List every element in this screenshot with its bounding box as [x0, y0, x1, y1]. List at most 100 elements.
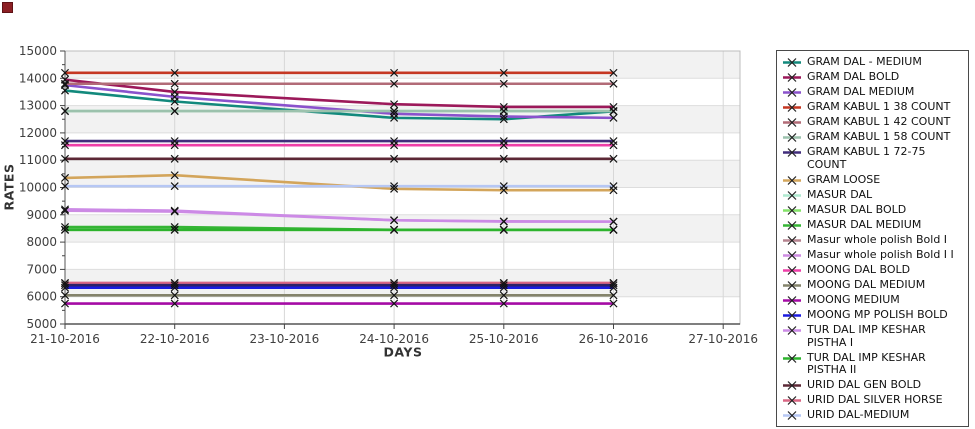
- legend-item-label: GRAM DAL BOLD: [807, 70, 900, 84]
- legend-series-marker-icon: [783, 353, 801, 363]
- data-marker-x: [60, 299, 70, 308]
- legend-series-marker-icon: [783, 236, 801, 245]
- legend-item: MASUR DAL BOLD: [783, 202, 964, 217]
- data-marker-x: [390, 182, 399, 191]
- data-marker-x: [499, 217, 508, 226]
- legend-item: MOONG DAL MEDIUM: [783, 279, 964, 292]
- data-marker-x: [390, 225, 399, 234]
- data-marker-x: [170, 225, 179, 234]
- legend-item: GRAM DAL - MEDIUM: [783, 55, 964, 69]
- legend-series-marker-icon: [783, 396, 801, 406]
- legend-series-marker-icon: [783, 251, 801, 260]
- y-tick-label: 12000: [19, 126, 57, 140]
- window-corner-icon: [2, 2, 13, 13]
- data-marker-x: [499, 107, 508, 116]
- legend-item: GRAM KABUL 1 42 COUNT: [783, 116, 964, 129]
- legend-item-label: GRAM DAL MEDIUM: [807, 85, 915, 99]
- data-marker-x: [170, 92, 179, 101]
- y-tick-label: 15000: [19, 44, 57, 58]
- x-axis-title: DAYS: [383, 344, 423, 360]
- legend-item-label: MOONG MEDIUM: [807, 293, 900, 307]
- legend-item-label: GRAM DAL - MEDIUM: [807, 55, 922, 68]
- legend-item: MOONG MEDIUM: [783, 294, 964, 307]
- chart-legend: GRAM DAL - MEDIUM GRAM DAL BOLD GRAM DAL M…: [776, 50, 969, 427]
- legend-item-label: MASUR DAL: [807, 187, 873, 201]
- legend-item-label: MASUR DAL BOLD: [807, 202, 907, 216]
- plot-band: [65, 296, 740, 324]
- data-marker-x: [499, 299, 508, 308]
- data-marker-x: [60, 107, 70, 116]
- legend-item: GRAM DAL BOLD: [783, 71, 964, 84]
- legend-item-label: GRAM KABUL 1 58 COUNT: [807, 130, 951, 144]
- data-marker-x: [609, 217, 618, 226]
- legend-item: TUR DAL IMP KESHAR PISTHA II: [783, 351, 964, 377]
- data-marker-x: [609, 107, 618, 116]
- legend-series-marker-icon: [783, 281, 801, 291]
- legend-series-marker-icon: [783, 103, 801, 113]
- x-tick-label: 24-10-2016: [359, 332, 429, 346]
- legend-item: GRAM DAL MEDIUM: [783, 86, 964, 99]
- legend-item-label: Masur whole polish Bold I I: [807, 248, 954, 262]
- data-marker-x: [609, 113, 618, 122]
- x-tick-label: 26-10-2016: [579, 332, 649, 346]
- data-marker-x: [170, 171, 179, 180]
- legend-item: GRAM KABUL 1 58 COUNT: [783, 131, 964, 144]
- legend-series-marker-icon: [783, 311, 801, 321]
- data-marker-x: [390, 79, 399, 88]
- data-marker-x: [60, 223, 70, 232]
- legend-item: MASUR DAL: [783, 187, 964, 202]
- y-tick-label: 13000: [19, 99, 57, 113]
- legend-series-marker-icon: [783, 296, 801, 306]
- legend-series-marker-icon: [783, 88, 801, 98]
- data-marker-x: [609, 281, 618, 290]
- legend-item-label: URID DAL GEN BOLD: [807, 378, 922, 392]
- x-tick-label: 25-10-2016: [469, 332, 539, 346]
- legend-series-marker-icon: [783, 190, 801, 200]
- y-tick-label: 7000: [26, 262, 57, 276]
- y-tick-label: 9000: [26, 208, 57, 222]
- x-tick-label: 22-10-2016: [140, 332, 210, 346]
- legend-item: GRAM LOOSE: [783, 172, 964, 187]
- legend-item: URID DAL-MEDIUM: [783, 409, 964, 422]
- data-marker-x: [60, 79, 70, 88]
- legend-series-marker-icon: [783, 148, 801, 158]
- data-marker-x: [390, 154, 399, 163]
- data-marker-x: [390, 281, 399, 290]
- data-marker-x: [170, 223, 179, 232]
- data-marker-x: [609, 225, 618, 234]
- data-marker-x: [499, 225, 508, 234]
- data-marker-x: [609, 79, 618, 88]
- data-marker-x: [60, 225, 70, 234]
- legend-item-label: MOONG DAL BOLD: [807, 263, 911, 277]
- data-marker-x: [170, 299, 179, 308]
- data-marker-x: [499, 141, 508, 150]
- legend-item-label: GRAM KABUL 1 42 COUNT: [807, 115, 951, 129]
- legend-series-marker-icon: [783, 326, 801, 336]
- data-marker-x: [390, 279, 399, 288]
- y-tick-label: 11000: [19, 153, 57, 167]
- data-marker-x: [60, 68, 70, 77]
- legend-series-marker-icon: [783, 266, 801, 276]
- data-marker-x: [609, 182, 618, 191]
- legend-series-marker-icon: [783, 133, 801, 143]
- legend-item-label: Masur whole polish Bold I: [807, 233, 948, 247]
- data-marker-x: [170, 291, 179, 300]
- legend-item: MOONG DAL BOLD: [783, 264, 964, 277]
- y-tick-label: 5000: [26, 317, 57, 331]
- data-marker-x: [170, 107, 179, 116]
- legend-item: MOONG MP POLISH BOLD: [783, 309, 964, 322]
- data-marker-x: [60, 279, 70, 288]
- x-tick-label: 27-10-2016: [688, 332, 758, 346]
- data-marker-x: [60, 173, 70, 182]
- legend-series-marker-icon: [783, 381, 801, 391]
- data-marker-x: [499, 115, 508, 124]
- legend-item-label: MASUR DAL MEDIUM: [807, 217, 922, 231]
- data-marker-x: [390, 141, 399, 150]
- legend-item-label: GRAM LOOSE: [807, 172, 881, 186]
- data-marker-x: [170, 281, 179, 290]
- data-marker-x: [60, 205, 70, 214]
- legend-series-marker-icon: [783, 221, 801, 230]
- data-marker-x: [390, 291, 399, 300]
- plot-band: [65, 160, 740, 188]
- data-marker-x: [499, 291, 508, 300]
